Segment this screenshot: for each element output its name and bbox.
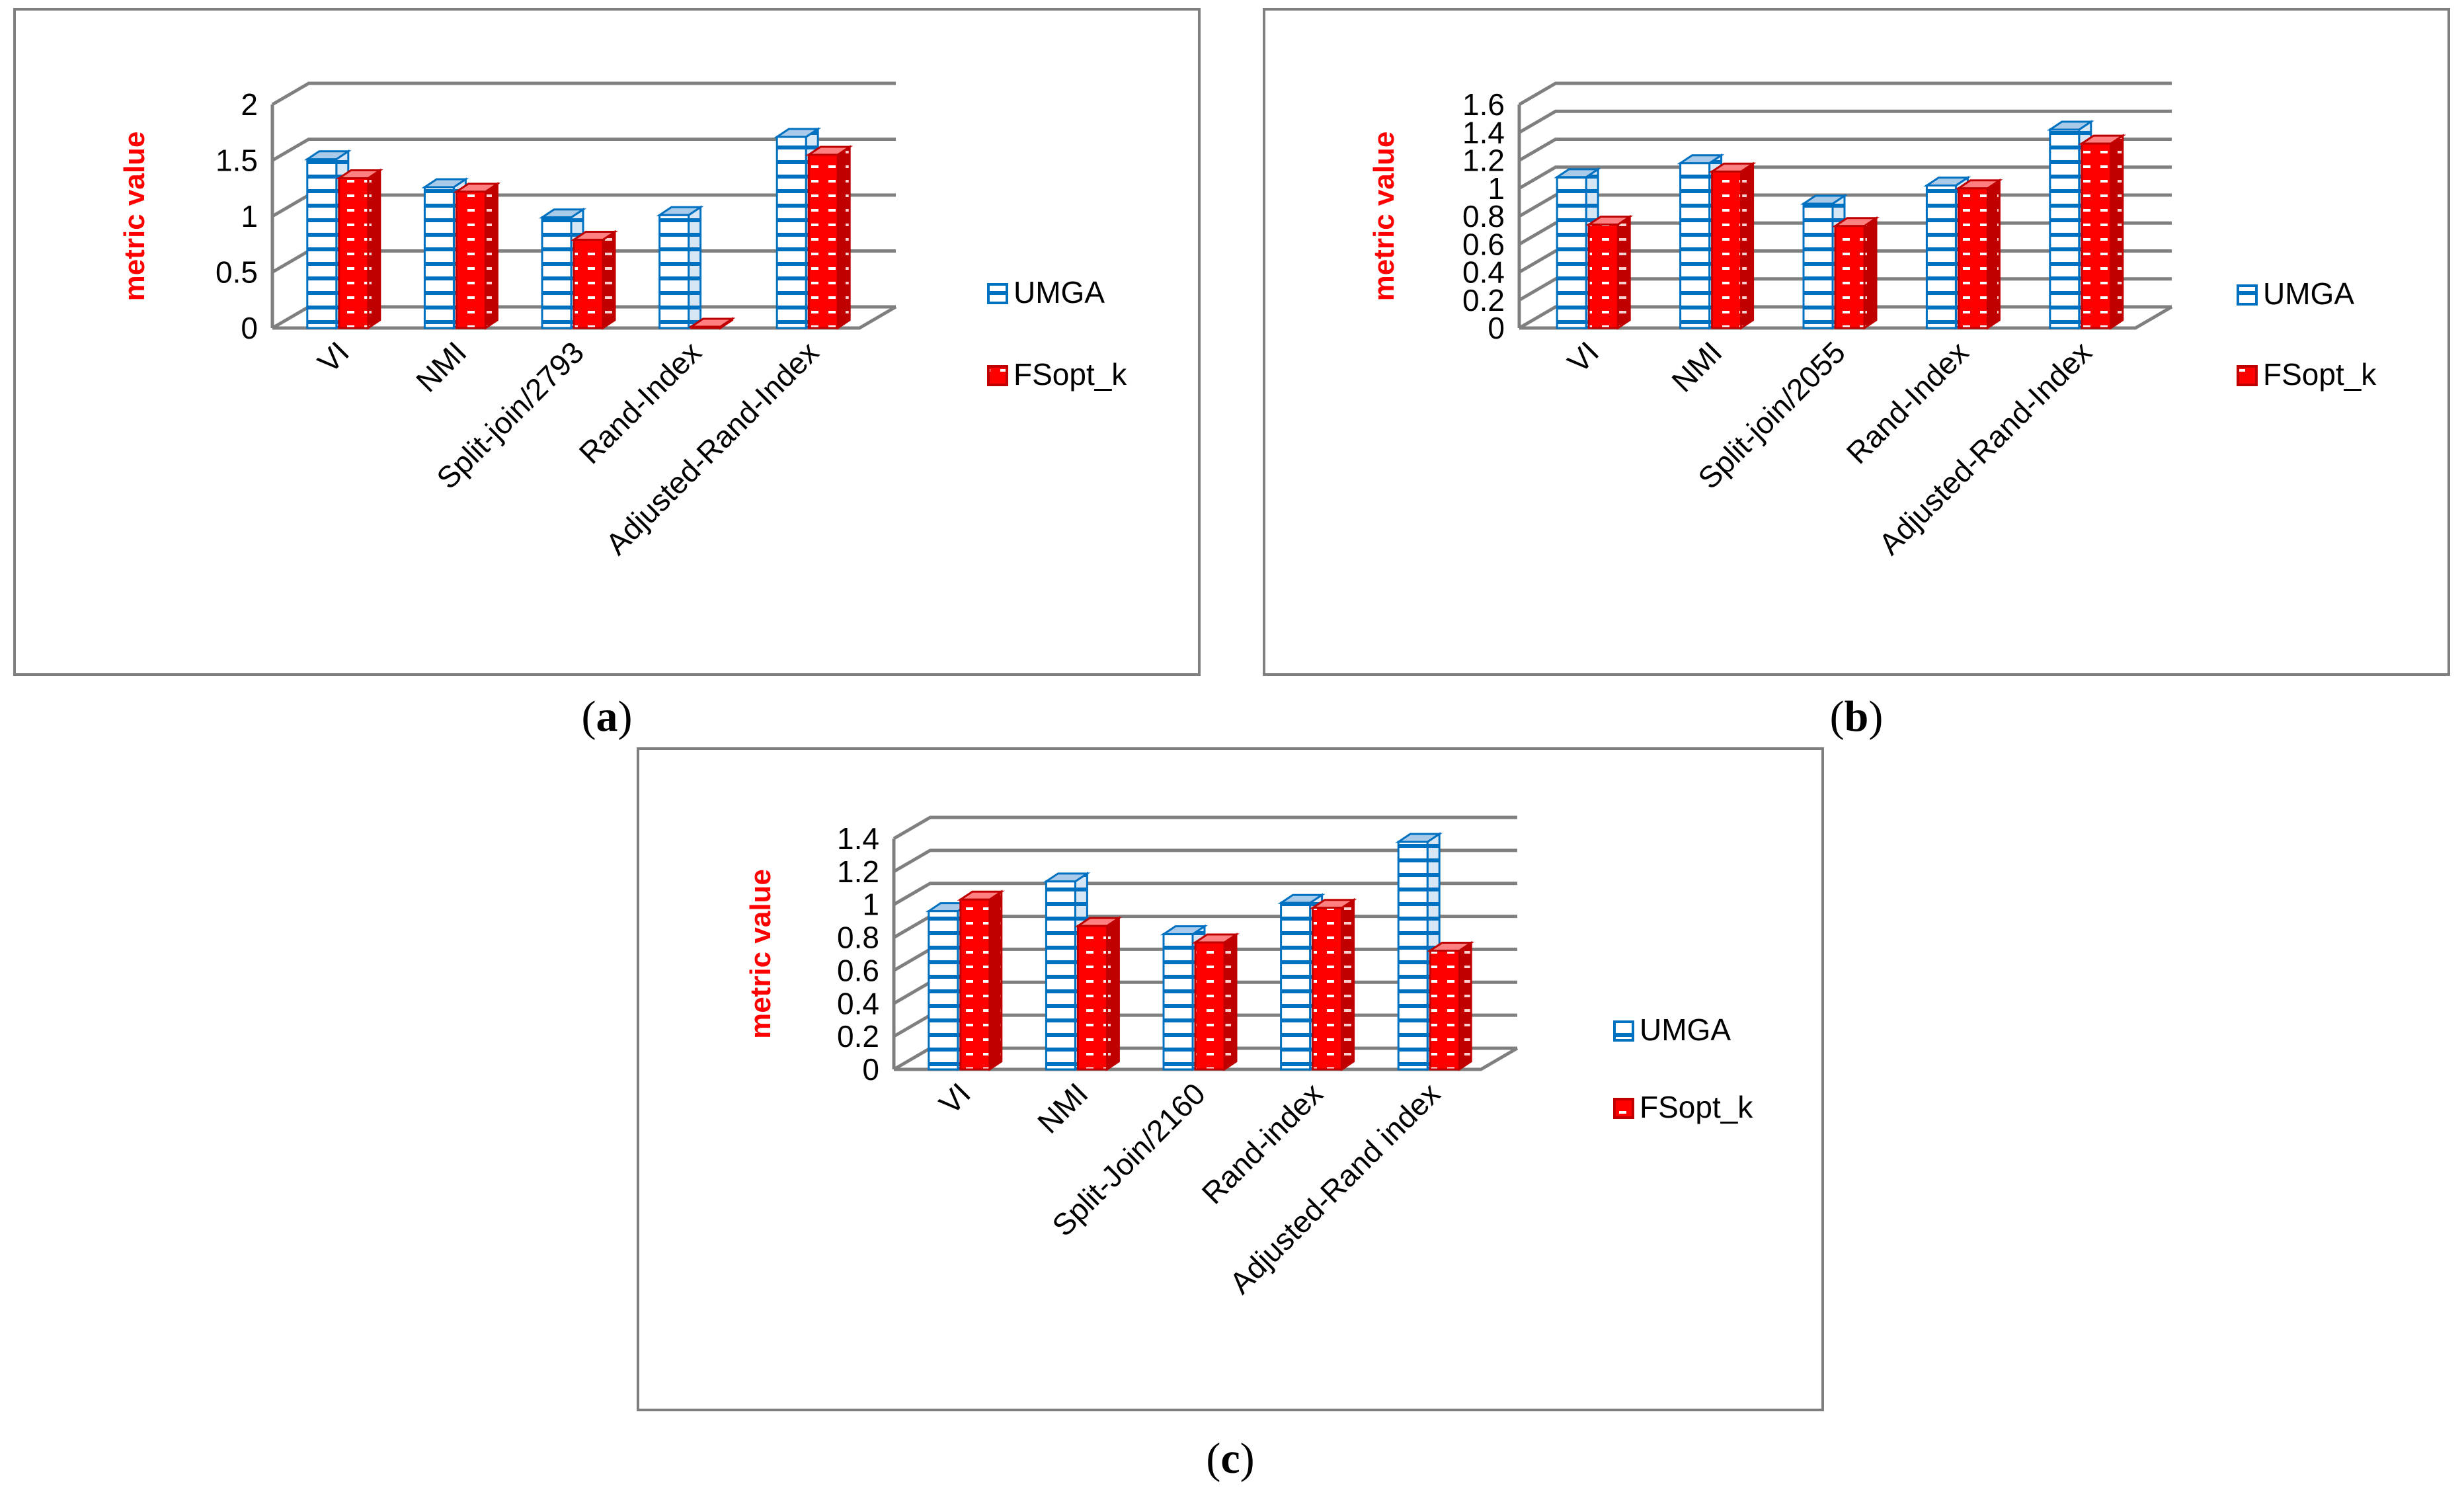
- chart-frame: [1263, 8, 2450, 676]
- y-tick-label: 0.8: [837, 921, 879, 955]
- bar-fsopt-k: [2078, 134, 2126, 330]
- bar-fsopt-k: [688, 317, 736, 330]
- y-tick-label: 1.5: [216, 144, 258, 178]
- y-axis-label: metric value: [744, 869, 777, 1039]
- bar-fsopt-k: [1192, 932, 1240, 1071]
- y-tick-label: 1.4: [1462, 115, 1505, 149]
- gridline: [1518, 165, 2172, 190]
- chart-frame: [637, 747, 1824, 1411]
- gridline: [893, 848, 1517, 874]
- legend-label: UMGA: [1013, 275, 1105, 310]
- bar-fsopt-k: [805, 145, 854, 330]
- y-tick-label: 1.4: [837, 821, 879, 856]
- bar-fsopt-k: [957, 889, 1005, 1071]
- y-tick-label: 1: [862, 888, 879, 922]
- gridline: [1518, 81, 2172, 106]
- bar-umga: [656, 205, 704, 330]
- gridline: [271, 138, 896, 162]
- y-tick-label: 0.8: [1462, 199, 1505, 233]
- y-tick-label: 0: [862, 1052, 879, 1087]
- legend-swatch-umga: [1613, 1020, 1634, 1042]
- gridline: [893, 882, 1517, 906]
- y-tick-label: 0.2: [1462, 283, 1505, 317]
- legend-swatch-fsopt-k: [987, 365, 1008, 386]
- chart-frame: [13, 8, 1201, 676]
- panel-caption: (a): [582, 692, 633, 741]
- bar-fsopt-k: [1832, 216, 1880, 330]
- y-tick-label: 2: [241, 87, 258, 122]
- bar-umga: [1160, 924, 1208, 1071]
- bar-fsopt-k: [335, 168, 383, 330]
- legend-label: FSopt_k: [1013, 357, 1127, 392]
- legend: UMGA FSopt_k: [1613, 1013, 1753, 1124]
- y-tick-label: 1: [1488, 171, 1505, 206]
- bar-umga: [1554, 167, 1602, 330]
- gridline: [893, 815, 1517, 841]
- bar-fsopt-k: [1309, 897, 1357, 1071]
- y-tick-label: 0: [241, 311, 258, 345]
- bar-fsopt-k: [1955, 178, 2003, 330]
- legend-label: UMGA: [1640, 1013, 1731, 1047]
- y-tick-label: 0.6: [1462, 227, 1505, 261]
- y-tick-label: 1.2: [837, 854, 879, 889]
- bar-fsopt-k: [1708, 161, 1757, 330]
- panel-caption: (b): [1830, 692, 1884, 741]
- y-tick-label: 0.4: [1462, 255, 1505, 290]
- y-tick-label: 0: [1488, 311, 1505, 345]
- legend-label: FSopt_k: [1640, 1090, 1753, 1124]
- y-tick-label: 0.5: [216, 255, 258, 290]
- y-tick-label: 0.6: [837, 953, 879, 987]
- legend: UMGA FSopt_k: [987, 275, 1127, 392]
- gridline: [1518, 109, 2172, 134]
- y-tick-label: 1.2: [1462, 144, 1505, 178]
- legend-swatch-fsopt-k: [1613, 1098, 1634, 1119]
- legend-label: FSopt_k: [2263, 357, 2377, 392]
- gridline: [1518, 138, 2172, 162]
- legend-swatch-fsopt-k: [2237, 365, 2258, 386]
- bar-fsopt-k: [1585, 214, 1634, 330]
- y-tick-label: 0.4: [837, 986, 879, 1020]
- legend: UMGA FSopt_k: [2237, 276, 2377, 392]
- bar-fsopt-k: [453, 182, 501, 330]
- legend-swatch-umga: [987, 283, 1008, 304]
- y-axis-label: metric value: [118, 132, 151, 302]
- bar-fsopt-k: [1427, 940, 1475, 1071]
- gridline: [271, 81, 896, 106]
- bar-fsopt-k: [571, 229, 618, 330]
- y-tick-label: 1: [241, 199, 258, 233]
- bar-fsopt-k: [1074, 916, 1123, 1071]
- y-tick-label: 0.2: [837, 1019, 879, 1054]
- bar-umga: [1923, 175, 1971, 330]
- y-axis-label: metric value: [1368, 132, 1400, 302]
- legend-swatch-umga: [2237, 284, 2258, 306]
- y-tick-label: 1.6: [1462, 87, 1505, 122]
- panel-caption: (c): [1206, 1434, 1254, 1483]
- legend-label: UMGA: [2263, 276, 2354, 311]
